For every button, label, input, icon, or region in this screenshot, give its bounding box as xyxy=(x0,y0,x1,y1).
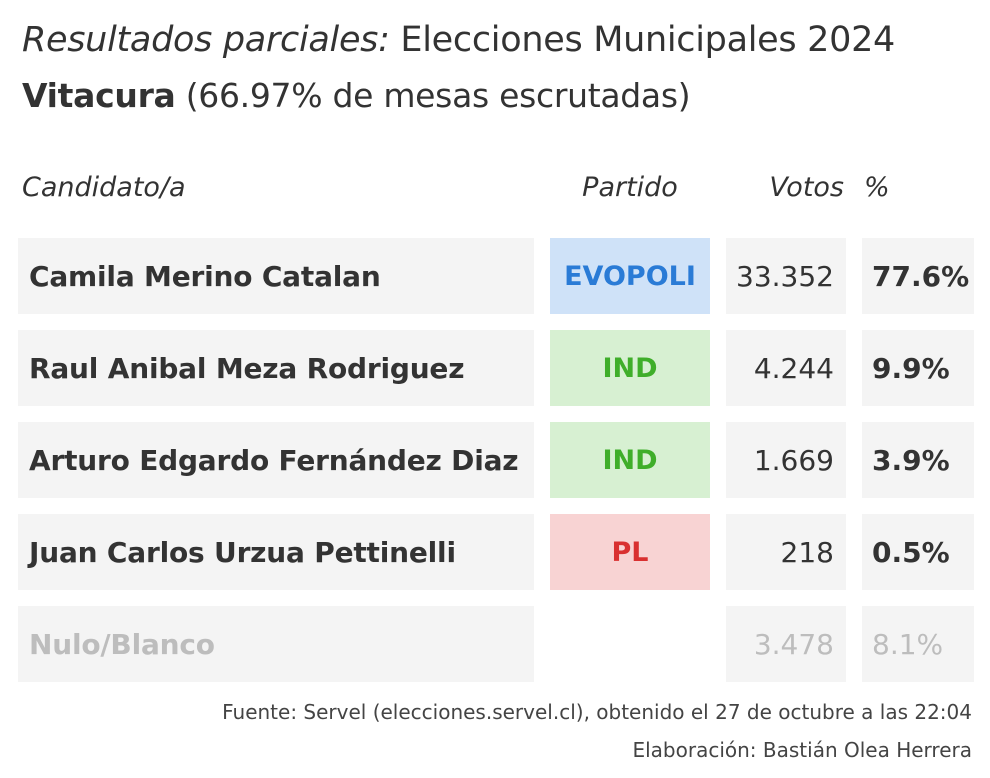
vote-count: 3.478 xyxy=(726,606,846,682)
party-badge: IND xyxy=(550,330,710,406)
table-row: Camila Merino Catalan EVOPOLI 33.352 77.… xyxy=(18,238,974,314)
candidate-name: Camila Merino Catalan xyxy=(18,238,534,314)
credit-note: Elaboración: Bastián Olea Herrera xyxy=(632,738,972,762)
title-election-name: Elecciones Municipales 2024 xyxy=(389,20,896,60)
vote-percent: 3.9% xyxy=(862,422,974,498)
header-votes: Votos xyxy=(769,172,844,203)
vote-percent: 0.5% xyxy=(862,514,974,590)
counting-progress: (66.97% de mesas escrutadas) xyxy=(175,76,691,115)
party-badge: IND xyxy=(550,422,710,498)
table-row: Raul Anibal Meza Rodriguez IND 4.244 9.9… xyxy=(18,330,974,406)
chart-title: Resultados parciales: Elecciones Municip… xyxy=(22,18,895,62)
candidate-name: Juan Carlos Urzua Pettinelli xyxy=(18,514,534,590)
commune-name: Vitacura xyxy=(22,76,176,115)
table-row: Arturo Edgardo Fernández Diaz IND 1.669 … xyxy=(18,422,974,498)
vote-count: 1.669 xyxy=(726,422,846,498)
party-badge: EVOPOLI xyxy=(550,238,710,314)
vote-count: 218 xyxy=(726,514,846,590)
vote-percent: 9.9% xyxy=(862,330,974,406)
candidate-name: Arturo Edgardo Fernández Diaz xyxy=(18,422,534,498)
source-note: Fuente: Servel (elecciones.servel.cl), o… xyxy=(222,700,972,724)
party-badge: PL xyxy=(550,514,710,590)
table-row: Juan Carlos Urzua Pettinelli PL 218 0.5% xyxy=(18,514,974,590)
vote-count: 4.244 xyxy=(726,330,846,406)
candidate-name: Raul Anibal Meza Rodriguez xyxy=(18,330,534,406)
table-row-null-blank: Nulo/Blanco 3.478 8.1% xyxy=(18,606,974,682)
header-percent: % xyxy=(864,172,890,203)
candidate-name: Nulo/Blanco xyxy=(18,606,534,682)
vote-percent: 8.1% xyxy=(862,606,974,682)
chart-subtitle: Vitacura (66.97% de mesas escrutadas) xyxy=(22,74,691,118)
vote-percent: 77.6% xyxy=(862,238,974,314)
header-candidate: Candidato/a xyxy=(22,172,186,203)
title-italic-prefix: Resultados parciales: xyxy=(22,20,390,60)
party-badge-empty xyxy=(550,606,710,682)
vote-count: 33.352 xyxy=(726,238,846,314)
header-party: Partido xyxy=(582,172,678,203)
